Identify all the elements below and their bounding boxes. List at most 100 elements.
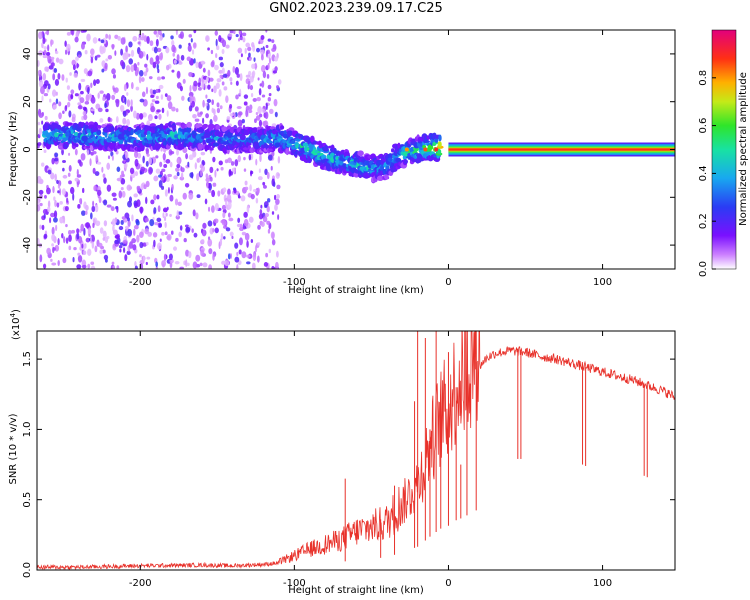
- spectrogram-noise-cell: [152, 89, 157, 95]
- spectrogram-noise-cell: [43, 49, 47, 55]
- spectrogram-noise-cell: [97, 107, 103, 113]
- spectrogram-noise-cell: [68, 152, 71, 156]
- spectrogram-noise-cell: [221, 67, 225, 75]
- colorbar-tick-label: 0.0: [698, 261, 709, 277]
- colorbar-ticks: 0.0 0.2 0.4 0.6 0.8: [698, 70, 716, 277]
- spectrogram-noise-cell: [191, 228, 194, 233]
- spectrogram-noise-cell: [250, 238, 254, 243]
- spectrogram-noise-cell: [270, 231, 275, 239]
- spectrogram-noise-cell: [193, 232, 198, 238]
- spectrogram-noise-cell: [244, 47, 247, 54]
- snr-y-tick-label: 1.0: [22, 421, 33, 437]
- spectrogram-noise-cell: [72, 64, 76, 71]
- spectrogram-noise-cell: [188, 71, 193, 77]
- spectrogram-noise-cell: [167, 101, 173, 110]
- spectrogram-noise-cell: [64, 49, 68, 55]
- spectrogram-noise-cell: [263, 261, 269, 267]
- spectrogram-noise-cell: [155, 59, 160, 65]
- spectrogram-noise-cell: [241, 251, 247, 259]
- spectrogram-noise-cell: [252, 97, 257, 102]
- spectrogram-noise-cell: [146, 53, 149, 61]
- spectrogram-noise-cell: [139, 171, 143, 175]
- spectrogram-noise-cell: [116, 206, 119, 213]
- spectrogram-noise-cell: [111, 43, 115, 50]
- spectrogram-noise-cell: [127, 228, 133, 237]
- spectrogram-noise-cell: [134, 265, 138, 269]
- spectrogram-noise-cell: [221, 204, 227, 211]
- spectrogram-noise-cell: [242, 37, 246, 43]
- spectrogram-noise-cell: [145, 180, 150, 188]
- spectrogram-noise-cell: [103, 220, 108, 227]
- spectrogram-noise-cell: [257, 77, 260, 81]
- spectrogram-noise-cell: [161, 168, 166, 173]
- spectrogram-noise-cell: [255, 111, 259, 116]
- spectrogram-noise-cell: [52, 186, 55, 194]
- spectrogram-noise-cell: [37, 199, 40, 207]
- spectrogram-noise-cell: [90, 235, 93, 244]
- spectrogram-noise-cell: [277, 173, 280, 177]
- spectrogram-noise-cell: [156, 242, 162, 250]
- spectrogram-noise-cell: [134, 171, 139, 177]
- spectrogram-noise-cell: [38, 189, 44, 195]
- spectrogram-noise-cell: [255, 158, 258, 166]
- spectrogram-noise-cell: [159, 35, 163, 41]
- spectrogram-noise-cell: [227, 212, 231, 218]
- spectrogram-noise-cell: [120, 178, 126, 185]
- spectrogram-noise-cell: [87, 86, 90, 95]
- spectrogram-noise-cell: [240, 195, 246, 202]
- spectrogram-noise-cell: [213, 108, 216, 116]
- spectrogram-noise-cell: [128, 58, 134, 65]
- spectrogram-noise-cell: [156, 109, 161, 113]
- spectrogram-noise-cell: [51, 243, 54, 247]
- spectrogram-noise-cell: [136, 186, 141, 192]
- spectrogram-noise-cell: [158, 53, 163, 61]
- spectrogram-noise-cell: [69, 72, 72, 76]
- spectrogram-noise-cell: [229, 30, 234, 34]
- spectrogram-noise-cell: [216, 102, 220, 108]
- spectrogram-noise-cell: [106, 204, 112, 208]
- spectrogram-noise-cell: [111, 94, 116, 100]
- spectrogram-noise-cell: [157, 30, 162, 35]
- spectrogram-ridge-cell: [104, 132, 108, 138]
- spectrogram-ridge-cell: [198, 128, 205, 133]
- spectrogram-noise-cell: [82, 250, 87, 256]
- spectrogram-noise-cell: [144, 217, 149, 223]
- spectrogram-noise-cell: [66, 85, 70, 90]
- spectrogram-noise-cell: [83, 114, 88, 121]
- spectrogram-noise-cell: [66, 43, 71, 52]
- spectrogram-noise-cell: [158, 179, 163, 188]
- spectrogram-noise-cell: [169, 150, 175, 155]
- spectrogram-noise-cell: [47, 44, 50, 52]
- spectrogram-noise-cell: [134, 158, 139, 167]
- spectrogram-noise-cell: [145, 261, 148, 266]
- spectrogram-noise-cell: [88, 227, 91, 235]
- spectrogram-ridge: [41, 121, 675, 184]
- spectrogram-noise-cell: [239, 73, 243, 82]
- spectrogram-noise-cell: [271, 211, 275, 215]
- spectrogram-noise-cell: [121, 170, 125, 176]
- spectrogram-noise-cell: [161, 107, 165, 114]
- spectrogram-x-tick-label: 0: [445, 277, 451, 288]
- spectrogram-noise-cell: [70, 89, 75, 95]
- spectrogram-noise-cell: [248, 154, 252, 161]
- spectrogram-noise-cell: [41, 120, 44, 125]
- spectrogram-noise-cell: [85, 204, 89, 211]
- spectrogram-noise-cell: [90, 265, 96, 269]
- spectrogram-noise-cell: [232, 66, 236, 73]
- spectrogram-noise-cell: [141, 91, 146, 98]
- spectrogram-noise-cell: [227, 33, 233, 37]
- colorbar-tick-label: 0.2: [698, 213, 709, 229]
- spectrogram-noise-cell: [273, 98, 278, 107]
- spectrogram-noise-cell: [61, 188, 66, 196]
- spectrogram-noise-cell: [46, 247, 52, 255]
- spectrogram-noise-cell: [258, 213, 264, 220]
- spectrogram-noise-cell: [205, 113, 209, 119]
- spectrogram-noise-cell: [137, 152, 142, 159]
- spectrogram-noise-cell: [231, 235, 234, 240]
- spectrogram-noise-cell: [163, 163, 168, 168]
- spectrogram-y-label: Frequency (Hz): [8, 111, 19, 187]
- spectrogram-noise-cell: [186, 56, 191, 62]
- spectrogram-noise-cell: [105, 108, 109, 113]
- spectrogram-noise-cell: [71, 116, 76, 123]
- spectrogram-noise-cell: [193, 80, 198, 87]
